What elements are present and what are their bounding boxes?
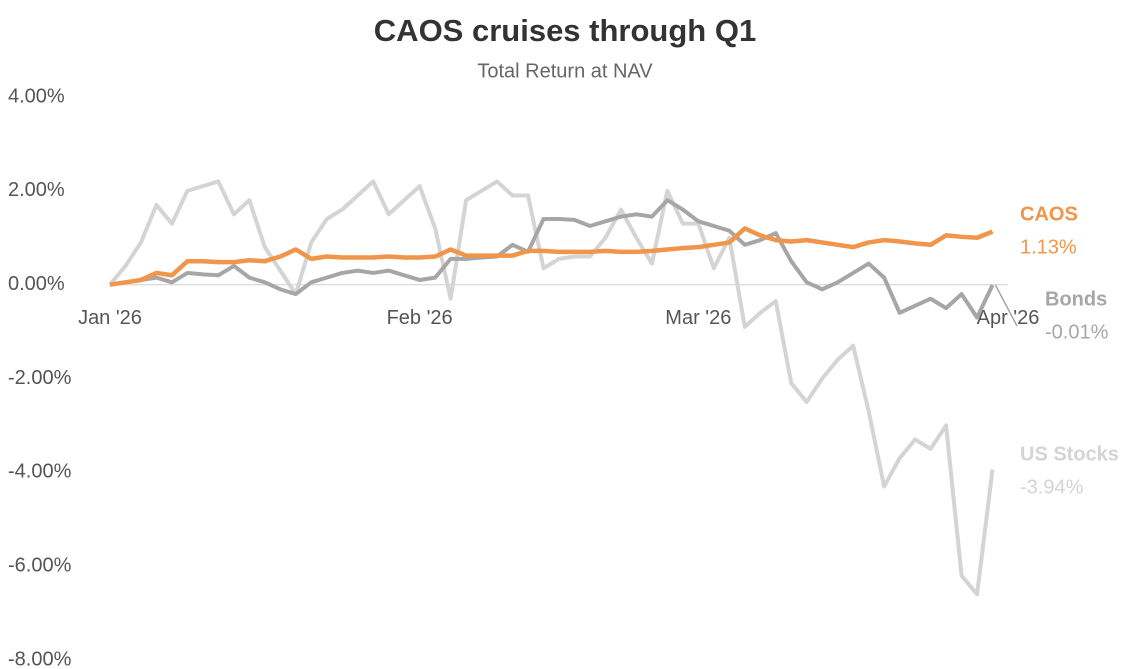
legend-label: CAOS <box>1020 203 1078 225</box>
y-tick-label: 2.00% <box>8 179 65 201</box>
y-tick-label: -4.00% <box>8 461 72 483</box>
series-line <box>108 179 995 597</box>
y-tick-label: -8.00% <box>8 648 72 669</box>
series-line <box>109 226 994 287</box>
legend-label: US Stocks <box>1020 443 1119 465</box>
end-value-label: -0.01% <box>1045 321 1109 343</box>
end-value-label: -3.94% <box>1020 476 1084 498</box>
label-connector <box>994 284 1018 327</box>
y-tick-label: 0.00% <box>8 273 65 295</box>
x-tick-label: Mar '26 <box>665 307 731 329</box>
x-tick-label: Feb '26 <box>387 307 453 329</box>
series-line <box>109 198 995 320</box>
chart-subtitle: Total Return at NAV <box>477 60 653 82</box>
legend-label: Bonds <box>1045 288 1107 310</box>
end-value-label: 1.13% <box>1020 236 1077 258</box>
chart-title: CAOS cruises through Q1 <box>374 13 756 48</box>
x-tick-label: Apr '26 <box>977 307 1040 329</box>
y-tick-label: -6.00% <box>8 554 72 576</box>
x-tick-label: Jan '26 <box>78 307 142 329</box>
y-tick-label: 4.00% <box>8 85 65 107</box>
y-tick-label: -2.00% <box>8 367 72 389</box>
